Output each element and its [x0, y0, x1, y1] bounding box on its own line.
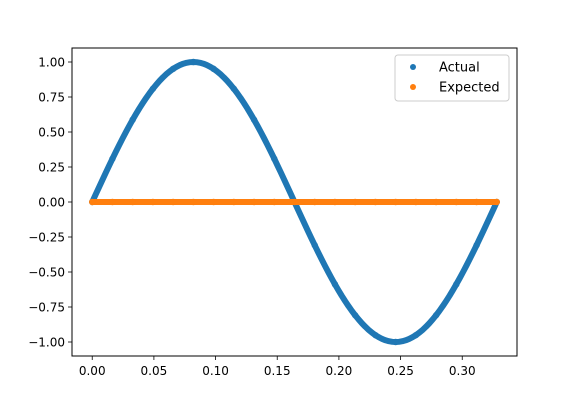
data-point — [129, 116, 136, 123]
legend: Actual Expected — [394, 54, 510, 102]
data-point — [473, 242, 480, 249]
data-point — [271, 198, 278, 206]
x-tick-label: 0.20 — [326, 364, 353, 378]
data-point — [473, 198, 480, 206]
data-point — [351, 198, 359, 206]
data-point — [109, 155, 116, 162]
data-point — [169, 65, 177, 73]
data-point — [372, 198, 379, 206]
data-point — [493, 198, 500, 206]
axes-layer: 0.00 0.05 0.10 0.15 0.20 0.25 0.30 1.00 0.75 0.50… — [28, 55, 475, 378]
legend-label-actual: Actual — [439, 61, 480, 76]
series-expected — [89, 198, 500, 206]
data-point — [271, 155, 278, 162]
data-point — [149, 198, 157, 206]
data-point — [392, 198, 399, 206]
data-point — [291, 198, 298, 206]
data-point — [311, 198, 318, 206]
plot-layer — [89, 58, 500, 346]
data-point — [250, 198, 258, 206]
y-tick-label: 0.00 — [38, 195, 65, 209]
x-tick-label: 0.05 — [141, 364, 168, 378]
data-point — [372, 331, 379, 339]
data-point — [331, 198, 339, 206]
data-point — [230, 198, 238, 206]
y-tick-label: −0.25 — [28, 230, 65, 244]
data-point — [412, 331, 420, 339]
data-point — [351, 312, 359, 319]
data-point — [109, 198, 116, 206]
data-point — [412, 198, 420, 206]
y-tick-label: −1.00 — [28, 335, 65, 349]
y-tick-label: −0.75 — [28, 300, 65, 314]
data-point — [331, 281, 339, 288]
data-point — [169, 198, 177, 206]
y-tick-label: −0.50 — [28, 265, 65, 279]
y-tick-label: 0.50 — [38, 125, 65, 139]
data-point — [311, 242, 318, 249]
legend-box — [394, 54, 510, 102]
x-tick-label: 0.10 — [202, 364, 229, 378]
data-point — [190, 198, 197, 206]
data-point — [432, 198, 440, 206]
data-point — [432, 312, 440, 319]
legend-marker-actual — [410, 64, 416, 70]
data-point — [250, 116, 258, 123]
data-point — [89, 198, 96, 206]
x-tick-label: 0.00 — [79, 364, 106, 378]
y-tick-label: 0.25 — [38, 160, 65, 174]
data-point — [149, 85, 157, 92]
data-point — [210, 198, 217, 206]
data-point — [230, 85, 238, 92]
legend-marker-expected — [410, 84, 416, 90]
data-point — [392, 338, 399, 346]
legend-label-expected: Expected — [439, 81, 500, 96]
y-tick-label: 1.00 — [38, 55, 65, 69]
x-tick-label: 0.30 — [449, 364, 476, 378]
data-point — [210, 65, 217, 73]
data-point — [190, 58, 197, 66]
data-point — [453, 198, 460, 206]
data-point — [129, 198, 136, 206]
x-tick-label: 0.15 — [264, 364, 291, 378]
x-tick-label: 0.25 — [387, 364, 414, 378]
y-tick-label: 0.75 — [38, 90, 65, 104]
data-point — [453, 281, 460, 288]
